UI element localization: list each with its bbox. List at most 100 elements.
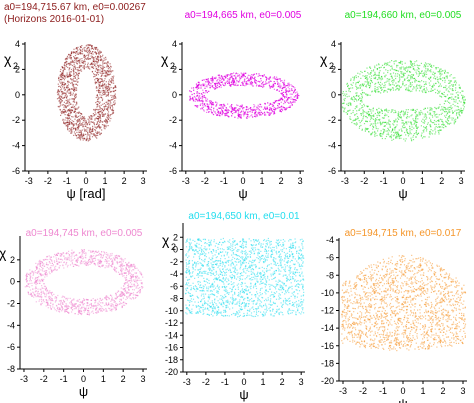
data-point xyxy=(77,60,79,62)
data-point xyxy=(76,48,78,50)
data-point xyxy=(88,50,90,52)
data-point xyxy=(86,54,88,57)
data-point xyxy=(241,111,243,113)
data-point xyxy=(91,46,93,48)
data-point xyxy=(289,93,291,95)
data-point xyxy=(445,89,447,91)
data-point xyxy=(73,124,75,126)
data-point xyxy=(402,120,404,122)
data-point xyxy=(80,310,82,312)
y-tick-label: -2 xyxy=(169,115,177,125)
data-point xyxy=(114,93,116,95)
data-point xyxy=(269,86,271,88)
data-point xyxy=(412,66,414,68)
data-point xyxy=(446,77,448,79)
data-point xyxy=(395,69,397,71)
data-point xyxy=(72,61,74,63)
data-point xyxy=(103,109,106,111)
data-point xyxy=(100,75,102,77)
data-point xyxy=(94,46,96,48)
data-point xyxy=(411,75,413,77)
data-point xyxy=(447,107,449,109)
data-point xyxy=(403,138,405,140)
data-point xyxy=(430,107,432,109)
data-point xyxy=(429,120,432,122)
data-point xyxy=(204,83,206,85)
data-point xyxy=(104,91,106,94)
data-point xyxy=(402,76,404,78)
data-point xyxy=(88,138,90,140)
data-point xyxy=(94,79,96,81)
data-point xyxy=(210,78,212,80)
data-point xyxy=(105,295,107,297)
data-point xyxy=(409,132,411,134)
data-point xyxy=(220,75,223,77)
data-point xyxy=(418,71,420,73)
data-point xyxy=(211,104,213,106)
data-point xyxy=(350,98,352,100)
data-point xyxy=(462,96,464,98)
data-point xyxy=(349,109,351,111)
data-point xyxy=(400,116,402,118)
data-point xyxy=(378,78,380,80)
data-point xyxy=(105,101,107,103)
data-point xyxy=(369,85,372,87)
data-point xyxy=(362,84,364,86)
data-point xyxy=(388,84,390,86)
data-point xyxy=(102,64,104,66)
data-point xyxy=(239,108,241,110)
data-point xyxy=(401,61,403,63)
data-point xyxy=(453,121,455,123)
data-point xyxy=(87,127,89,129)
data-point xyxy=(353,77,355,79)
data-point xyxy=(384,121,386,124)
data-point xyxy=(438,71,440,73)
data-point xyxy=(384,138,386,140)
data-point xyxy=(399,68,401,70)
data-point xyxy=(68,250,70,252)
data-point xyxy=(86,48,88,50)
data-point xyxy=(396,87,398,89)
x-axis-label: ψ [rad] xyxy=(67,186,106,201)
data-point xyxy=(189,96,191,98)
x-tick-label: -2 xyxy=(44,176,52,186)
data-point xyxy=(70,78,72,80)
data-point xyxy=(439,83,441,85)
data-point xyxy=(409,130,411,132)
data-point xyxy=(79,137,81,139)
data-point xyxy=(245,82,247,84)
data-point xyxy=(293,90,295,93)
data-point xyxy=(81,51,83,53)
data-point xyxy=(439,95,441,97)
data-point xyxy=(384,114,386,117)
data-point xyxy=(244,85,246,87)
data-point xyxy=(438,125,440,128)
data-point xyxy=(97,64,99,67)
data-point xyxy=(66,252,68,254)
data-point xyxy=(104,78,106,80)
data-point xyxy=(381,83,383,85)
data-point xyxy=(279,87,281,89)
data-point xyxy=(386,110,388,112)
data-point xyxy=(242,108,244,110)
data-point xyxy=(435,126,437,128)
data-point xyxy=(396,64,398,66)
data-point xyxy=(226,80,228,82)
data-point xyxy=(81,123,83,125)
data-point xyxy=(71,82,73,84)
data-point xyxy=(392,128,394,130)
data-point xyxy=(349,103,351,105)
data-point xyxy=(97,251,99,253)
data-point xyxy=(206,84,208,86)
data-point xyxy=(90,133,92,135)
data-point xyxy=(70,103,72,105)
data-point xyxy=(297,97,299,99)
data-point xyxy=(262,81,264,83)
data-point xyxy=(69,98,71,100)
data-point xyxy=(262,112,264,115)
data-point xyxy=(438,82,440,84)
data-point xyxy=(81,124,83,126)
data-point xyxy=(362,111,364,113)
data-point xyxy=(366,81,368,83)
data-point xyxy=(231,107,233,109)
